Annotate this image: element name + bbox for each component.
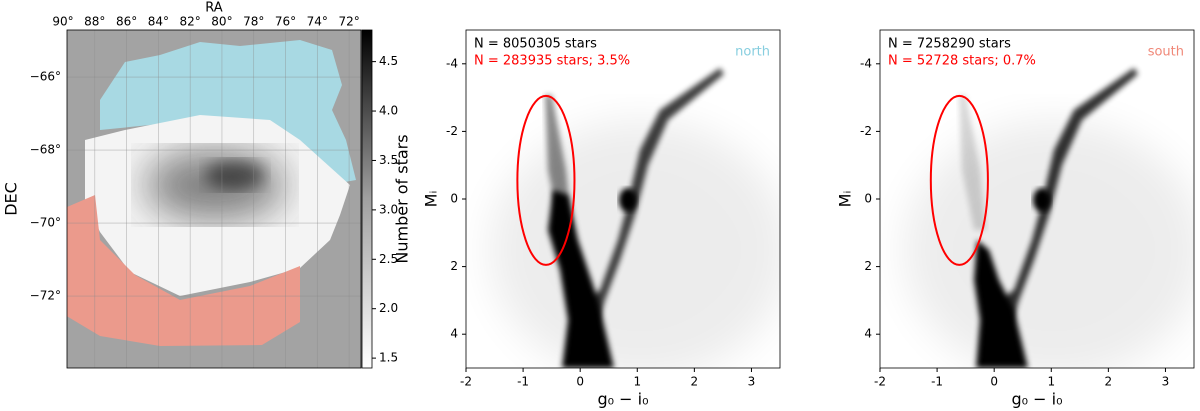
density-north (490, 68, 780, 368)
colorbar-tick-label: 2.0 (379, 301, 398, 315)
x-tick-label: 74° (307, 15, 328, 29)
region-label: south (1148, 45, 1184, 60)
x-tick-label: 86° (116, 15, 137, 29)
x-tick-label: 84° (148, 15, 169, 29)
colorbar-tick-label: 1.5 (379, 351, 398, 365)
density-south (904, 68, 1194, 368)
y-tick-label: -4 (860, 56, 872, 70)
x-tick-label: 82° (180, 15, 201, 29)
y-tick-label: −68° (30, 143, 61, 157)
colorbar-tick-label: 3.0 (379, 202, 398, 216)
y-tick-label: -4 (446, 56, 458, 70)
colorbar-tick-label: 4.0 (379, 104, 398, 118)
colorbar-label: Number of stars (393, 134, 412, 263)
selected-label: N = 52728 stars; 0.7% (888, 54, 1036, 69)
x-tick-label: -2 (460, 375, 472, 389)
x-tick-label: 90° (52, 15, 73, 29)
x-tick-label: 3 (1162, 375, 1170, 389)
y-axis-label: DEC (2, 182, 21, 216)
x-tick-label: 3 (748, 375, 756, 389)
colorbar-frame (361, 29, 373, 369)
map-image (67, 30, 361, 368)
total-label: N = 8050305 stars (474, 37, 597, 52)
x-tick-label: 72° (338, 15, 359, 29)
y-tick-label: 4 (864, 327, 872, 341)
colorbar-tick-label: 4.5 (379, 54, 398, 68)
y-axis-label: Mᵢ (422, 191, 441, 208)
x-axis-label: g₀ − i₀ (597, 390, 648, 409)
colorbar-tick-label: 3.5 (379, 153, 398, 167)
y-tick-label: -2 (446, 124, 458, 138)
selected-label: N = 283935 stars; 3.5% (474, 54, 630, 69)
x-tick-label: 2 (691, 375, 699, 389)
x-tick-label: 76° (275, 15, 296, 29)
y-tick-label: −70° (30, 216, 61, 230)
region-label: north (735, 45, 770, 60)
x-tick-label: -1 (931, 375, 943, 389)
y-tick-label: 0 (450, 192, 458, 206)
x-tick-label: 2 (1105, 375, 1113, 389)
y-tick-label: 0 (864, 192, 872, 206)
y-tick-label: 2 (450, 259, 458, 273)
x-tick-label: -2 (874, 375, 886, 389)
colorbar-tick-label: 2.5 (379, 252, 398, 266)
y-tick-label: 4 (450, 327, 458, 341)
selection-ellipse (929, 94, 989, 266)
y-tick-label: 2 (864, 259, 872, 273)
y-tick-label: -2 (860, 124, 872, 138)
x-tick-label: -1 (517, 375, 529, 389)
x-tick-label: 88° (84, 15, 105, 29)
x-tick-label: 1 (633, 375, 641, 389)
y-tick-label: −66° (30, 70, 61, 84)
x-tick-label: 78° (243, 15, 264, 29)
x-axis-label: RA (205, 1, 223, 16)
x-tick-label: 1 (1047, 375, 1055, 389)
axes-frame (66, 29, 362, 369)
selection-ellipse (516, 94, 576, 266)
colorbar (362, 30, 372, 368)
y-axis-label: Mᵢ (836, 191, 855, 208)
y-tick-label: −72° (30, 289, 61, 303)
x-tick-label: 0 (990, 375, 998, 389)
x-tick-label: 0 (576, 375, 584, 389)
x-tick-label: 80° (211, 15, 232, 29)
x-axis-label: g₀ − i₀ (1011, 390, 1062, 409)
total-label: N = 7258290 stars (888, 37, 1011, 52)
